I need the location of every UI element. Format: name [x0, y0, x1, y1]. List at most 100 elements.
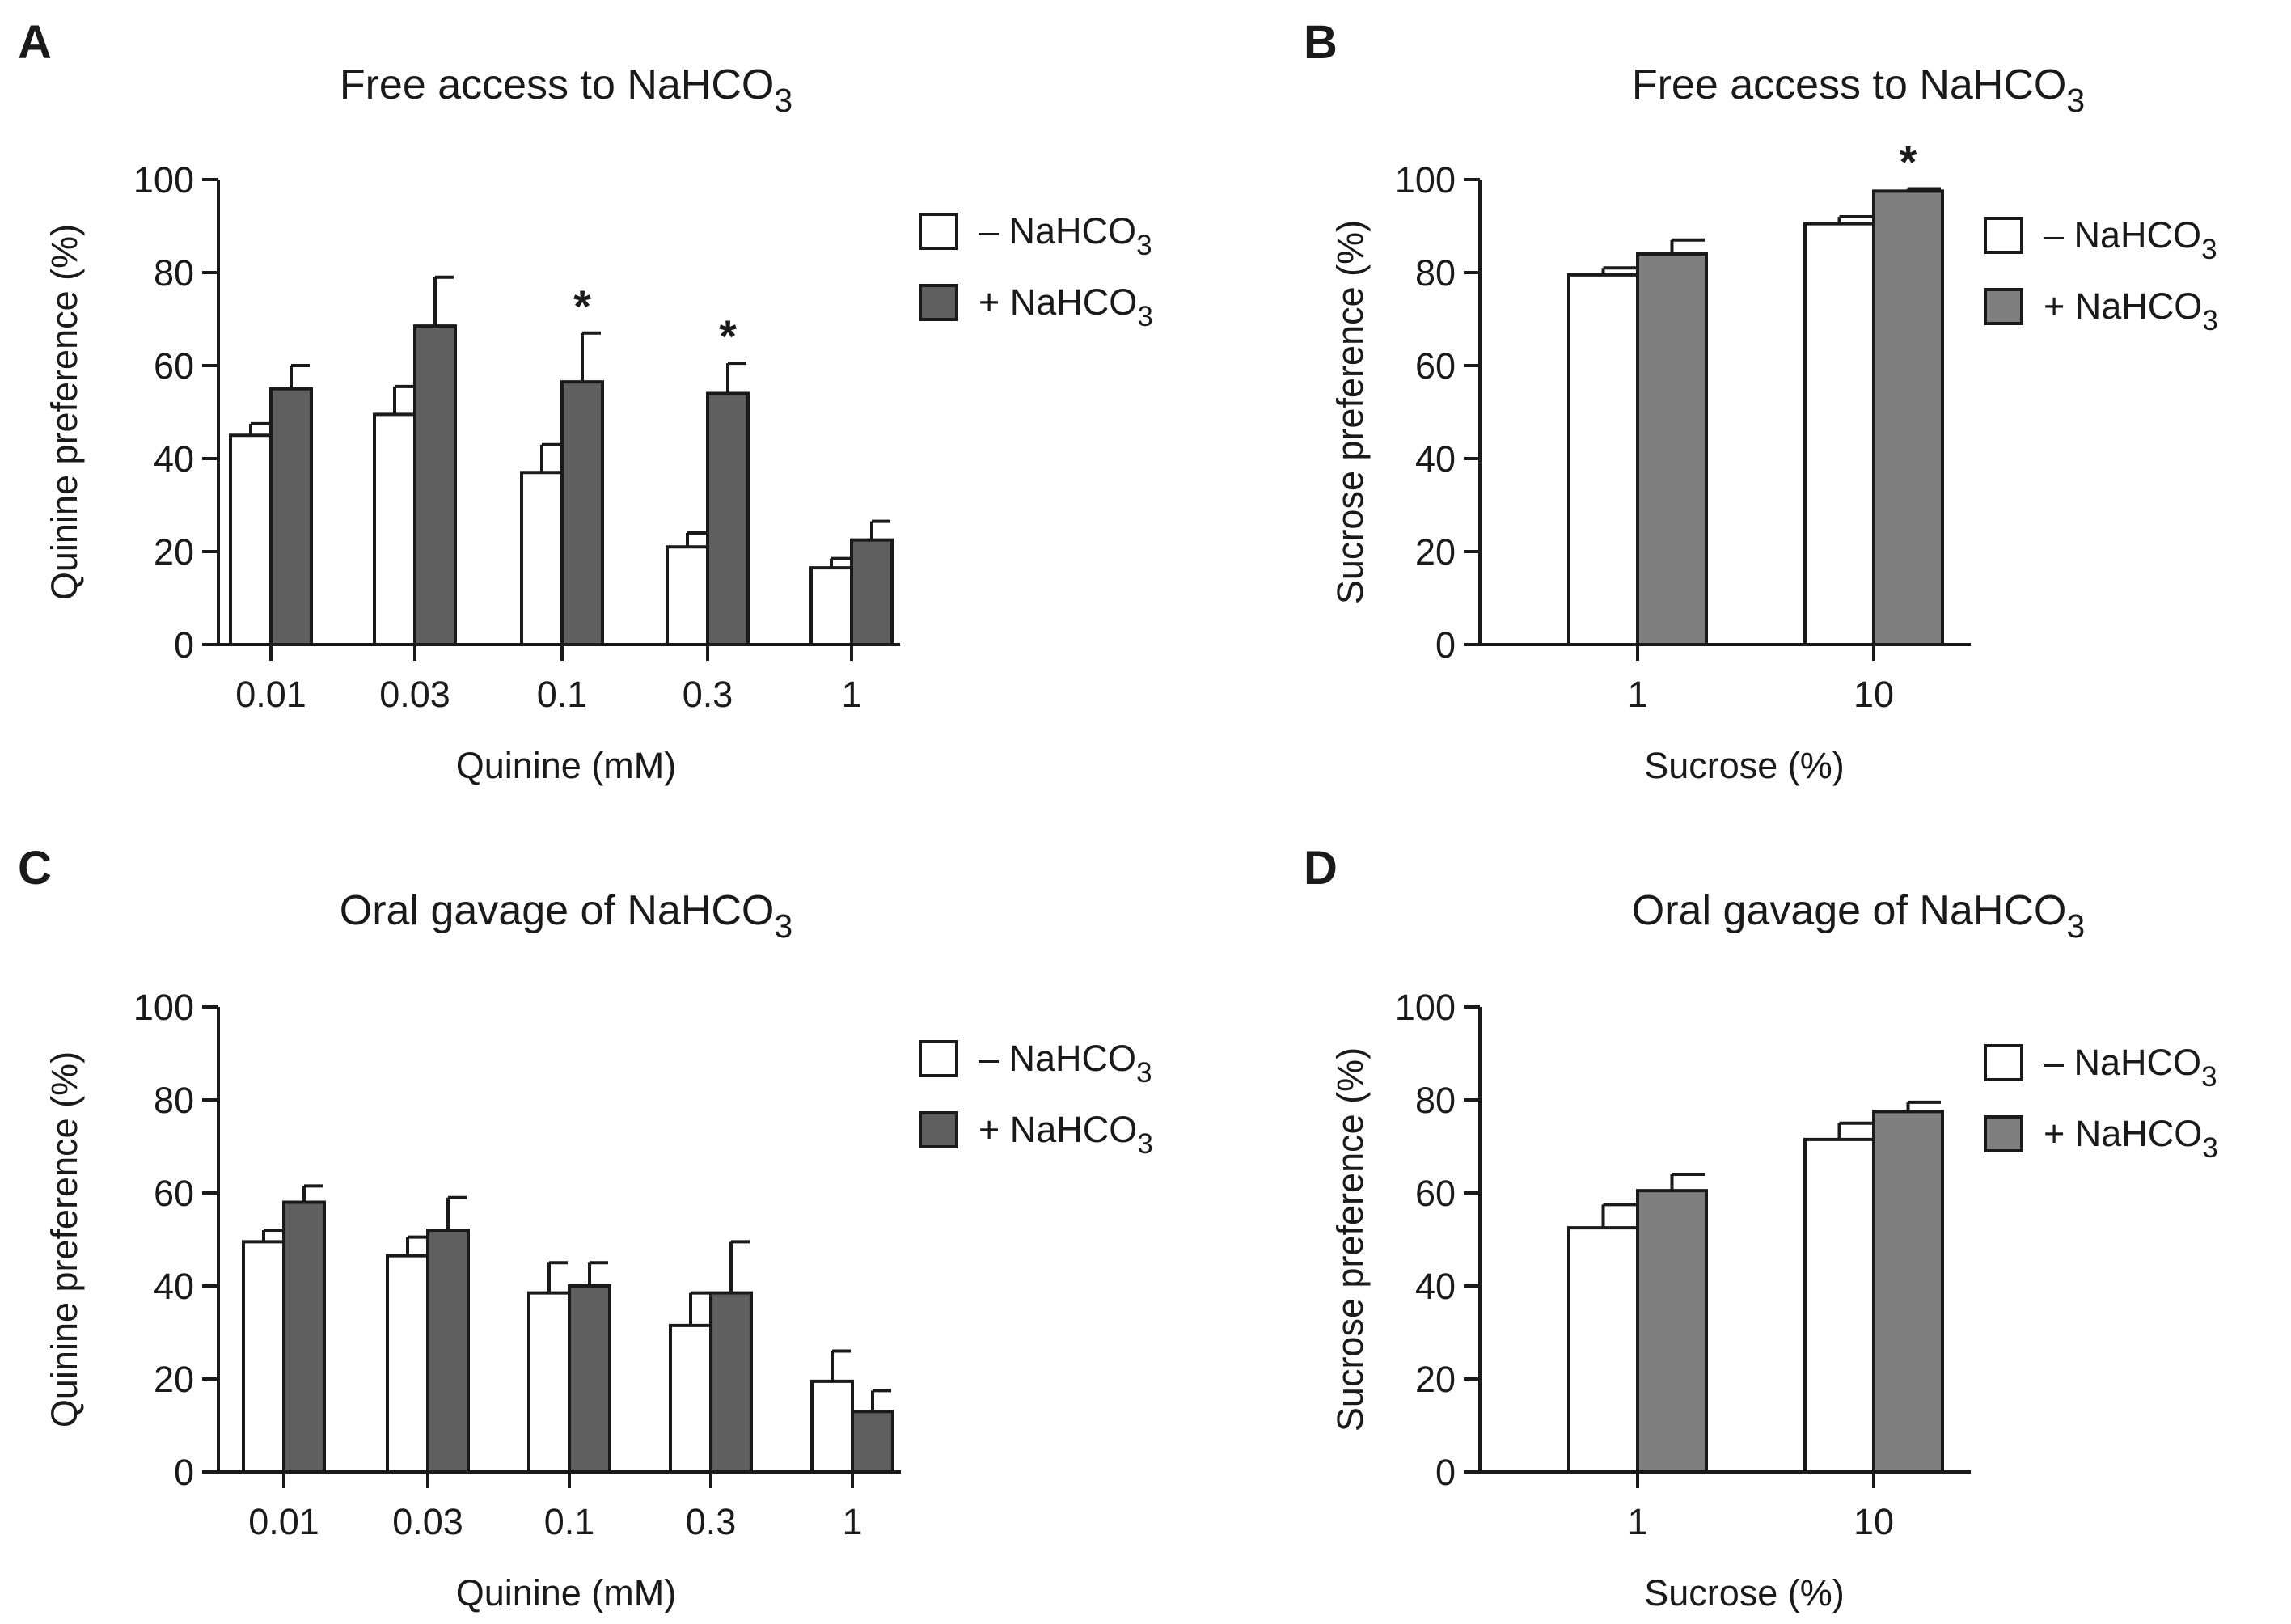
y-tick-label: 40	[1415, 438, 1456, 480]
bar-plus-0.3	[709, 1291, 753, 1474]
x-tick-label: 1	[841, 674, 861, 715]
y-tick-label: 60	[154, 1173, 194, 1214]
y-axis-label: Quinine preference (%)	[44, 224, 85, 600]
bar-minus-10	[1803, 222, 1875, 646]
significance-star: *	[1900, 137, 1917, 188]
y-tick-label: 80	[1415, 252, 1456, 294]
y-tick-label: 20	[154, 1359, 194, 1400]
legend-label-minus-sub: 3	[2201, 1061, 2217, 1093]
legend-swatch-minus	[919, 1040, 958, 1077]
y-tick-label: 100	[1395, 987, 1456, 1028]
chart-title-main: Oral gavage of NaHCO	[340, 887, 775, 934]
legend-label-minus: – NaHCO3	[979, 1038, 1152, 1089]
x-tick-label: 0.01	[235, 674, 306, 715]
chart-title-sub: 3	[774, 907, 793, 945]
y-tick-label: 60	[154, 345, 194, 387]
x-tick-label: 0.01	[248, 1501, 319, 1542]
legend-label-minus-main: – NaHCO	[979, 210, 1136, 252]
legend-label-plus: + NaHCO3	[2044, 1113, 2218, 1164]
legend-label-minus-sub: 3	[1136, 1057, 1152, 1089]
y-tick-label: 100	[133, 987, 194, 1028]
y-tick-label: 80	[1415, 1080, 1456, 1121]
legend-label-minus-sub: 3	[1136, 230, 1152, 261]
y-tick-label: 40	[1415, 1266, 1456, 1307]
y-tick-label: 80	[154, 1080, 194, 1121]
bar-plus-0.03	[426, 1229, 470, 1474]
legend-label-plus: + NaHCO3	[979, 281, 1153, 332]
x-tick-label: 1	[1627, 1501, 1647, 1542]
legend-label-minus-main: – NaHCO	[2044, 1042, 2201, 1083]
legend-swatch-plus	[919, 1111, 958, 1148]
x-tick-label: 0.1	[544, 1501, 595, 1542]
legend-label-plus: + NaHCO3	[2044, 285, 2218, 336]
x-tick-label: 0.03	[392, 1501, 463, 1542]
legend-label-plus: + NaHCO3	[979, 1109, 1153, 1160]
significance-star: *	[573, 281, 591, 332]
legend-swatch-plus	[1984, 1115, 2023, 1152]
legend-label-plus-main: + NaHCO	[2044, 285, 2202, 327]
x-tick-label: 10	[1854, 1501, 1894, 1542]
y-tick-label: 20	[1415, 1359, 1456, 1400]
y-tick-label: 60	[1415, 345, 1456, 387]
chart-title-main: Free access to NaHCO	[340, 61, 775, 108]
legend-label-minus: – NaHCO3	[2044, 1042, 2217, 1093]
x-tick-label: 0.03	[379, 674, 450, 715]
bar-plus-0.1	[568, 1284, 611, 1474]
legend-label-plus-main: + NaHCO	[979, 281, 1137, 323]
legend-label-plus-main: + NaHCO	[979, 1109, 1137, 1150]
y-tick-label: 0	[174, 1452, 194, 1493]
bar-plus-0.3	[706, 391, 750, 646]
bar-minus-1	[810, 1379, 854, 1474]
chart-title: Free access to NaHCO3	[1632, 61, 2085, 119]
legend-label-plus-sub: 3	[2202, 1132, 2217, 1164]
panel-letter: C	[18, 842, 52, 894]
legend-label-minus: – NaHCO3	[979, 210, 1152, 261]
bar-minus-10	[1803, 1137, 1875, 1474]
y-tick-label: 100	[1395, 159, 1456, 201]
bar-plus-0.03	[413, 324, 457, 646]
bar-minus-1	[809, 566, 853, 646]
bar-minus-0.3	[669, 1323, 712, 1474]
bar-plus-1	[1636, 1189, 1708, 1474]
chart-title: Free access to NaHCO3	[340, 61, 793, 119]
x-tick-label: 1	[1627, 674, 1647, 715]
bar-minus-0.1	[520, 471, 564, 646]
y-tick-label: 40	[154, 438, 194, 480]
y-tick-label: 40	[154, 1266, 194, 1307]
legend-swatch-minus	[1984, 217, 2023, 254]
significance-star: *	[719, 311, 737, 362]
chart-title-sub: 3	[2066, 82, 2085, 119]
legend-label-minus-main: – NaHCO	[979, 1038, 1136, 1079]
panel-letter: D	[1304, 842, 1338, 894]
y-tick-label: 0	[1435, 1452, 1456, 1493]
y-tick-label: 80	[154, 252, 194, 294]
panel-B: B Free access to NaHCO3 0 20 40 60 80 100 Sucros…	[1304, 16, 2218, 786]
y-tick-label: 20	[1415, 531, 1456, 573]
legend-label-plus-sub: 3	[1137, 1128, 1152, 1160]
x-axis-label: Quinine (mM)	[456, 1572, 677, 1613]
x-tick-label: 1	[842, 1501, 862, 1542]
y-tick-label: 100	[133, 159, 194, 201]
bar-plus-0.01	[269, 387, 313, 646]
chart-title: Oral gavage of NaHCO3	[340, 887, 793, 945]
legend-swatch-plus	[1984, 288, 2023, 325]
x-tick-label: 0.1	[537, 674, 588, 715]
y-tick-label: 60	[1415, 1173, 1456, 1214]
bar-minus-0.03	[386, 1254, 429, 1474]
bar-minus-0.1	[527, 1291, 571, 1474]
x-axis-label: Sucrose (%)	[1644, 745, 1845, 786]
bar-minus-0.03	[373, 412, 416, 646]
panel-letter: B	[1304, 16, 1338, 69]
y-axis-label: Quinine preference (%)	[44, 1051, 85, 1427]
x-tick-label: 0.3	[686, 1501, 737, 1542]
x-tick-label: 0.3	[683, 674, 733, 715]
chart-title-main: Oral gavage of NaHCO	[1632, 887, 2067, 934]
bar-plus-1	[850, 538, 894, 646]
legend-swatch-minus	[1984, 1044, 2023, 1081]
bar-minus-1	[1567, 1226, 1639, 1474]
y-tick-label: 0	[1435, 624, 1456, 666]
